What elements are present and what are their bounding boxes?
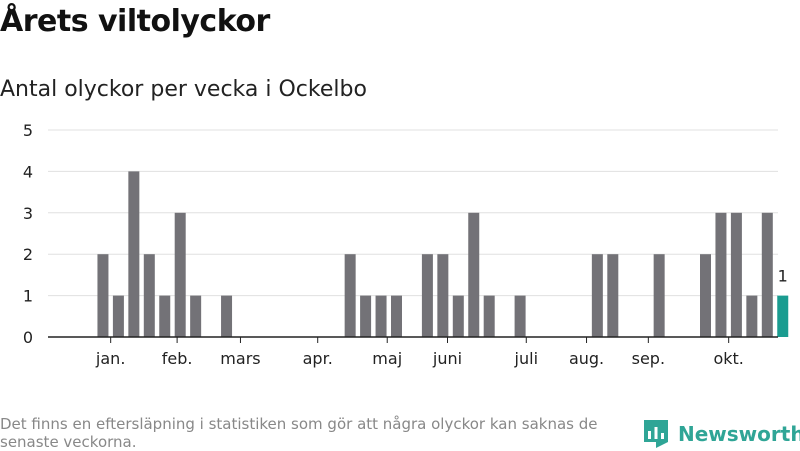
x-tick-label: sep.: [632, 349, 665, 368]
bar: [715, 212, 727, 337]
bar: [437, 254, 449, 337]
x-tick-label: jan.: [95, 349, 125, 368]
bar: [591, 254, 603, 337]
bar: [761, 212, 773, 337]
bar: [97, 254, 109, 337]
bar: [421, 254, 433, 337]
bar-highlight: [777, 295, 789, 337]
footnote: Det finns en eftersläpning i statistiken…: [0, 415, 598, 451]
bar: [483, 295, 495, 337]
bar: [221, 295, 233, 337]
bar: [514, 295, 526, 337]
bar: [391, 295, 402, 337]
x-tick-label: feb.: [162, 349, 193, 368]
data-label: 1: [778, 267, 788, 286]
bar: [607, 254, 619, 337]
chart-subtitle: Antal olyckor per vecka i Ockelbo: [0, 77, 367, 102]
bar: [746, 295, 758, 337]
bar: [159, 295, 171, 337]
bar: [700, 254, 711, 337]
x-tick-label: juli: [514, 349, 538, 368]
bar: [730, 212, 742, 337]
y-tick-label: 2: [23, 245, 33, 264]
bar: [174, 212, 186, 337]
y-tick-label: 4: [23, 162, 33, 181]
x-tick-label: juni: [432, 349, 462, 368]
y-tick-label: 1: [23, 287, 33, 306]
bar: [344, 254, 356, 337]
bar: [452, 295, 464, 337]
x-tick-label: aug.: [569, 349, 604, 368]
x-tick-label: mars: [220, 349, 260, 368]
bar-chart: 0 1 2 3 4 5 1 jan. feb. mars apr. maj juni juli aug. se…: [23, 121, 789, 368]
chart-title: Årets viltolyckor: [0, 4, 270, 39]
bar: [375, 295, 387, 337]
bar: [468, 212, 480, 337]
bar: [112, 295, 124, 337]
x-tick-label: apr.: [303, 349, 333, 368]
bar: [653, 254, 665, 337]
bar: [143, 254, 155, 337]
y-tick-label: 0: [23, 328, 33, 347]
bar: [128, 171, 140, 337]
newsworthy-logo-icon: [644, 420, 668, 448]
x-tick-label: maj: [372, 349, 402, 368]
bar: [360, 295, 372, 337]
brand-logo[interactable]: Newsworthy: [644, 420, 800, 448]
y-tick-label: 5: [23, 121, 33, 140]
y-tick-label: 3: [23, 204, 33, 223]
x-tick-label: okt.: [713, 349, 743, 368]
brand-name: Newsworthy: [678, 422, 800, 446]
bar: [190, 295, 202, 337]
